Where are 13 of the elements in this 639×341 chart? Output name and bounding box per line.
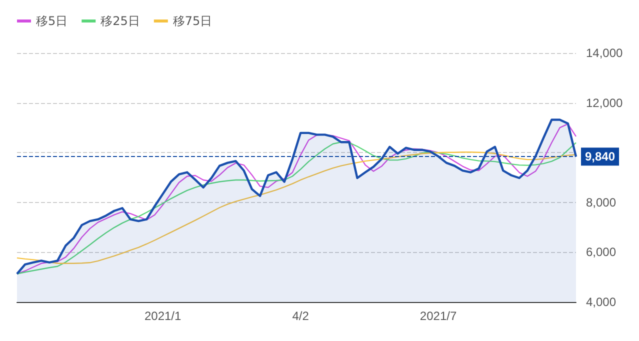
- x-tick-label: 4/2: [292, 309, 310, 323]
- x-tick-label: 2021/7: [420, 309, 457, 323]
- legend-label: 移5日: [36, 14, 68, 28]
- legend-label: 移75日: [172, 14, 212, 28]
- y-tick-label: 12,000: [586, 96, 624, 110]
- legend-label: 移25日: [100, 14, 140, 28]
- y-tick-label: 4,000: [586, 295, 616, 309]
- x-tick-label: 2021/1: [144, 309, 182, 323]
- line-series: [16, 152, 577, 264]
- ref-line-label: 9,840: [585, 150, 616, 164]
- y-tick-label: 8,000: [586, 195, 616, 210]
- y-tick-label: 14,000: [586, 46, 624, 60]
- y-tick-label: 6,000: [586, 245, 616, 260]
